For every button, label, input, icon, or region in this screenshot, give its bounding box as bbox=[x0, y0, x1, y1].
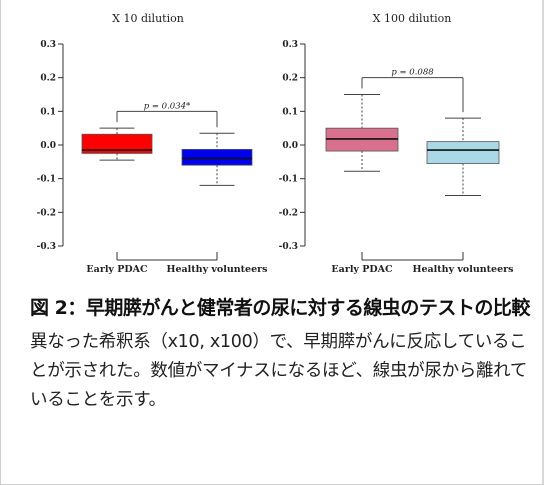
iqr-box bbox=[181, 148, 253, 166]
iqr-box bbox=[81, 133, 153, 154]
significance-bracket: p = 0.034* bbox=[116, 101, 218, 128]
boxplot-figure: X 10 dilution 0.3 0.2 0.1 0.0 -0.1 -0.2 -0.3 p =… bbox=[37, 12, 514, 275]
y-tick-label: 0.0 bbox=[40, 141, 56, 151]
y-tick-label: -0.2 bbox=[279, 208, 298, 218]
chart-title: X 100 dilution bbox=[373, 12, 452, 25]
chart-title: X 10 dilution bbox=[112, 12, 184, 25]
y-tick-label: -0.3 bbox=[37, 242, 56, 252]
y-tick-label: 0.2 bbox=[40, 74, 56, 84]
x-category-label: Early PDAC bbox=[331, 264, 393, 275]
p-value-label: p = 0.034* bbox=[144, 101, 191, 111]
y-tick-label: -0.1 bbox=[37, 175, 56, 185]
chart-panel-2: X 100 dilution 0.3 0.2 0.1 0.0 -0.1 -0.2 -0.3 p … bbox=[279, 12, 514, 275]
y-tick-label: 0.3 bbox=[40, 40, 56, 50]
y-tick-label: 0.2 bbox=[282, 74, 298, 84]
x-axis: Early PDAC Healthy volunteers bbox=[331, 252, 514, 275]
caption-title: 図 2：早期膵がんと健常者の尿に対する線虫のテストの比較 bbox=[30, 297, 530, 319]
box-healthy-volunteers bbox=[426, 117, 500, 196]
y-tick-label: -0.1 bbox=[279, 175, 298, 185]
x-category-label: Healthy volunteers bbox=[166, 264, 267, 275]
box-early-pdac bbox=[81, 127, 153, 161]
x-category-label: Healthy volunteers bbox=[412, 264, 513, 275]
chart-panel-1: X 10 dilution 0.3 0.2 0.1 0.0 -0.1 -0.2 -0.3 p =… bbox=[37, 12, 268, 275]
figure-caption: 図 2：早期膵がんと健常者の尿に対する線虫のテストの比較 異なった希釈系（x10… bbox=[30, 294, 530, 415]
significance-bracket: p = 0.088 bbox=[361, 68, 464, 113]
y-tick-label: 0.1 bbox=[282, 107, 298, 117]
y-tick-label: 0.3 bbox=[282, 40, 298, 50]
iqr-box bbox=[426, 141, 500, 164]
caption-body: 異なった希釈系（x10, x100）で、早期膵がんに反応していることが示された。… bbox=[30, 332, 528, 410]
y-tick-label: 0.0 bbox=[282, 141, 298, 151]
y-tick-label: 0.1 bbox=[40, 107, 56, 117]
y-tick-label: -0.3 bbox=[279, 242, 298, 252]
y-tick-label: -0.2 bbox=[37, 208, 56, 218]
x-axis: Early PDAC Healthy volunteers bbox=[86, 252, 268, 275]
box-early-pdac bbox=[325, 94, 399, 172]
box-healthy-volunteers bbox=[181, 132, 253, 186]
p-value-label: p = 0.088 bbox=[391, 68, 434, 78]
x-category-label: Early PDAC bbox=[86, 264, 148, 275]
